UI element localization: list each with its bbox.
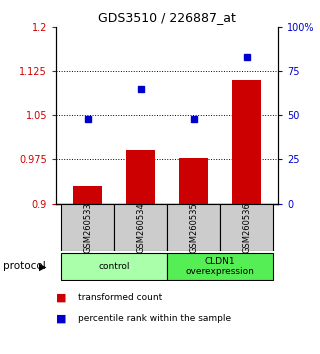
Text: control: control [99,262,130,271]
Text: GSM260535: GSM260535 [189,202,198,253]
Bar [179,158,208,204]
Bar [126,150,155,204]
Bar [61,204,114,251]
Bar [167,253,273,280]
Text: CLDN1
overexpression: CLDN1 overexpression [186,257,255,276]
Bar [114,204,167,251]
Bar [167,204,220,251]
Text: GSM260533: GSM260533 [83,202,92,253]
Text: ■: ■ [56,292,67,302]
Bar [73,186,102,204]
Text: GSM260534: GSM260534 [136,202,145,253]
Text: ▶: ▶ [39,261,47,272]
Text: protocol: protocol [3,261,46,272]
Text: percentile rank within the sample: percentile rank within the sample [78,314,232,323]
Bar [61,253,167,280]
Text: transformed count: transformed count [78,293,163,302]
Text: ■: ■ [56,314,67,324]
Bar [232,80,261,204]
Bar [220,204,273,251]
Title: GDS3510 / 226887_at: GDS3510 / 226887_at [98,11,236,24]
Text: GSM260536: GSM260536 [242,202,251,253]
